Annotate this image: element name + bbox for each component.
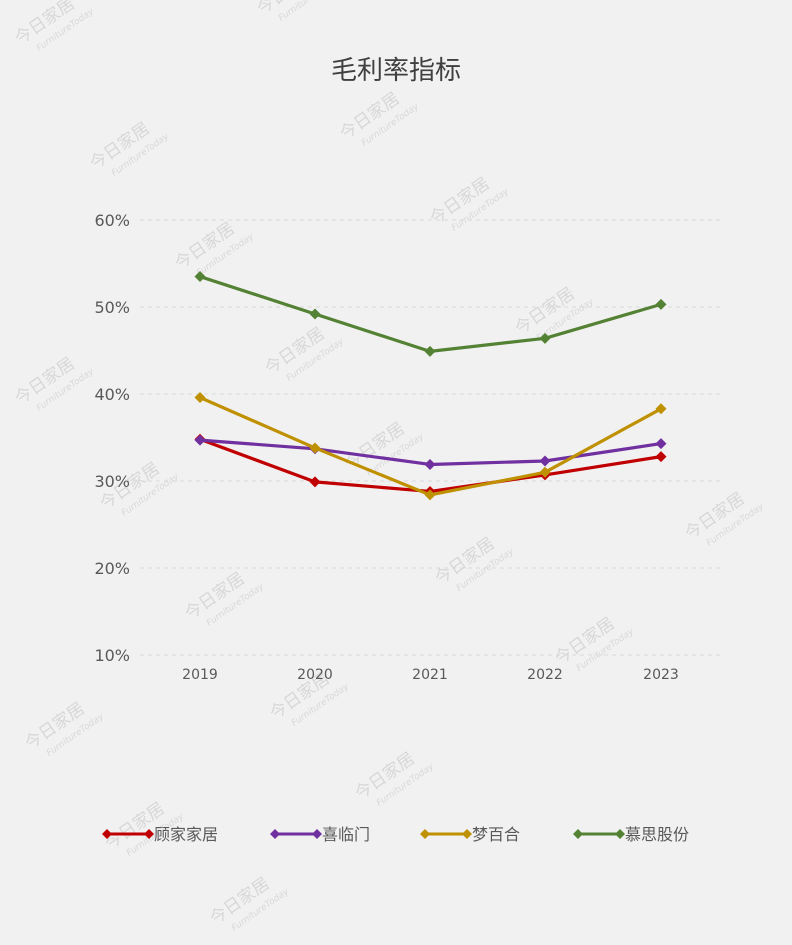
data-point bbox=[655, 451, 667, 463]
legend-marker bbox=[573, 829, 583, 839]
y-axis-ticks: 10% 20% 30% 40% 50% 60% bbox=[94, 211, 130, 665]
legend-label: 慕思股份 bbox=[625, 825, 689, 844]
x-tick-label: 2021 bbox=[412, 667, 448, 683]
legend-marker bbox=[102, 829, 112, 839]
x-tick-label: 2020 bbox=[297, 667, 333, 683]
data-point bbox=[194, 391, 206, 403]
data-point bbox=[309, 308, 321, 320]
y-tick-label: 60% bbox=[94, 211, 130, 230]
y-tick-label: 40% bbox=[94, 385, 130, 404]
series-line bbox=[199, 275, 662, 353]
data-point bbox=[194, 434, 206, 446]
gridlines bbox=[140, 219, 720, 656]
legend-item: 梦百合 bbox=[420, 825, 520, 844]
series-lines bbox=[194, 271, 667, 501]
data-point bbox=[539, 332, 551, 344]
x-tick-label: 2019 bbox=[182, 667, 218, 683]
data-point bbox=[424, 458, 436, 470]
legend-marker bbox=[312, 829, 322, 839]
data-point bbox=[424, 489, 436, 501]
legend-marker bbox=[462, 829, 472, 839]
legend-label: 顾家家居 bbox=[154, 825, 218, 844]
data-point bbox=[655, 438, 667, 450]
data-point bbox=[309, 442, 321, 454]
data-point bbox=[539, 466, 551, 478]
y-tick-label: 10% bbox=[94, 646, 130, 665]
chart-title: 毛利率指标 bbox=[331, 56, 461, 86]
watermark-layer: 今日家居FurnitureToday今日家居FurnitureToday今日家居… bbox=[11, 0, 766, 934]
x-tick-label: 2022 bbox=[527, 667, 563, 683]
legend-item: 喜临门 bbox=[270, 825, 370, 844]
legend-marker bbox=[270, 829, 280, 839]
data-point bbox=[655, 298, 667, 310]
y-tick-label: 20% bbox=[94, 559, 130, 578]
legend-item: 慕思股份 bbox=[573, 825, 689, 844]
data-point bbox=[309, 476, 321, 488]
data-point bbox=[539, 455, 551, 467]
data-point bbox=[194, 271, 206, 283]
legend-marker bbox=[615, 829, 625, 839]
legend-label: 梦百合 bbox=[472, 825, 520, 844]
legend-label: 喜临门 bbox=[322, 825, 370, 844]
legend-item: 顾家家居 bbox=[102, 825, 218, 844]
data-point bbox=[655, 403, 667, 415]
legend-marker bbox=[144, 829, 154, 839]
data-point bbox=[424, 345, 436, 357]
y-tick-label: 50% bbox=[94, 298, 130, 317]
legend-marker bbox=[420, 829, 430, 839]
legend: 顾家家居 喜临门 梦百合 慕思股份 bbox=[102, 825, 689, 844]
y-tick-label: 30% bbox=[94, 472, 130, 491]
x-tick-label: 2023 bbox=[643, 667, 679, 683]
x-axis-ticks: 2019 2020 2021 2022 2023 bbox=[182, 667, 679, 683]
